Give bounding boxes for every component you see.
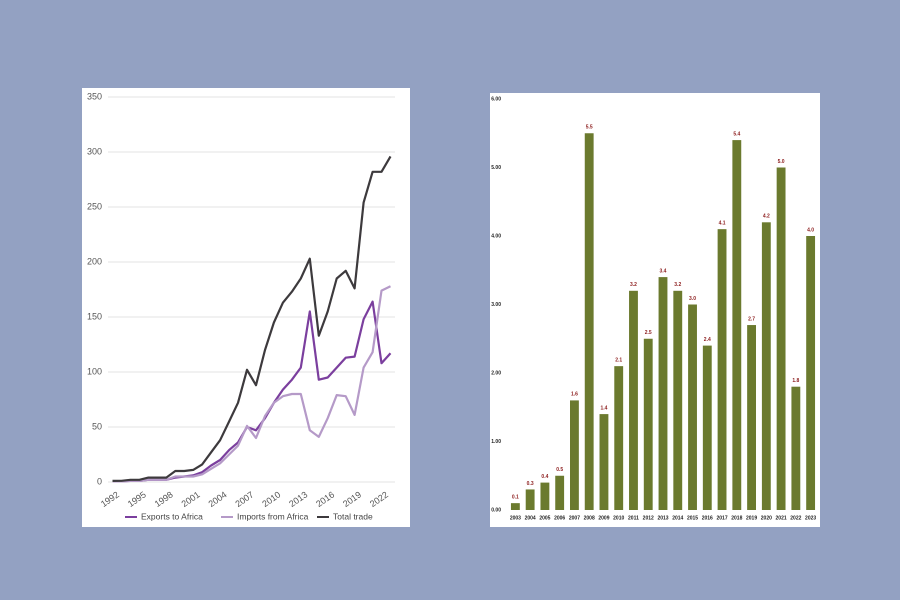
bar <box>776 167 786 510</box>
legend-label: Exports to Africa <box>141 511 203 521</box>
y-tick-label: 6.00 <box>491 96 501 102</box>
x-tick-label: 2016 <box>702 515 713 521</box>
bar <box>791 386 801 510</box>
bar <box>643 338 653 510</box>
value-label: 2.7 <box>748 316 755 322</box>
bar <box>629 290 638 510</box>
bar <box>510 503 520 510</box>
x-tick-label: 2018 <box>731 515 742 521</box>
value-label: 2.5 <box>645 330 652 336</box>
y-tick-label: 3.00 <box>491 302 501 308</box>
x-tick-label: 2022 <box>790 515 801 521</box>
value-label: 1.8 <box>792 378 799 384</box>
legend-label: Total trade <box>333 511 373 521</box>
y-tick-label: 200 <box>87 256 102 266</box>
bar <box>540 482 550 510</box>
value-label: 5.4 <box>733 131 740 137</box>
x-tick-label: 2007 <box>569 515 580 521</box>
x-tick-label: 2011 <box>628 515 639 521</box>
y-tick-label: 1.00 <box>491 439 501 445</box>
y-tick-label: 250 <box>87 201 102 211</box>
value-label: 5.5 <box>586 125 593 131</box>
value-label: 0.5 <box>556 467 563 473</box>
bar <box>747 325 756 510</box>
value-label: 4.2 <box>763 214 770 220</box>
value-label: 0.3 <box>527 481 534 487</box>
x-tick-label: 2003 <box>510 515 521 521</box>
y-tick-label: 0.00 <box>491 507 501 513</box>
value-label: 0.4 <box>541 474 548 480</box>
value-label: 1.4 <box>600 405 607 411</box>
x-tick-label: 2014 <box>672 515 683 521</box>
y-tick-label: 300 <box>87 146 102 156</box>
y-tick-label: 2.00 <box>491 370 501 376</box>
x-tick-label: 2020 <box>761 515 772 521</box>
legend-label: Imports from Africa <box>237 511 309 521</box>
bar <box>658 277 668 510</box>
bar <box>599 414 609 510</box>
series-line <box>112 155 392 482</box>
x-tick-label: 2010 <box>613 515 624 521</box>
bar <box>525 489 535 510</box>
y-tick-label: 150 <box>87 311 102 321</box>
bar <box>717 229 727 510</box>
bar <box>732 140 742 510</box>
bar <box>688 304 697 510</box>
value-label: 3.4 <box>660 268 667 274</box>
value-label: 2.4 <box>704 337 711 343</box>
left-panel <box>82 88 410 527</box>
y-tick-label: 5.00 <box>491 165 501 171</box>
y-tick-label: 50 <box>92 421 102 431</box>
y-tick-label: 350 <box>87 91 102 101</box>
value-label: 3.0 <box>689 296 696 302</box>
x-tick-label: 2006 <box>554 515 565 521</box>
bar <box>584 133 594 510</box>
value-label: 2.1 <box>615 357 622 363</box>
x-tick-label: 2013 <box>657 515 668 521</box>
x-tick-label: 2017 <box>716 515 727 521</box>
x-tick-label: 2019 <box>746 515 757 521</box>
bar <box>570 400 579 510</box>
value-label: 5.0 <box>778 159 785 165</box>
value-label: 3.2 <box>674 282 681 288</box>
bar <box>555 475 565 510</box>
x-tick-label: 2021 <box>776 515 787 521</box>
value-label: 3.2 <box>630 282 637 288</box>
value-label: 4.1 <box>719 220 726 226</box>
bar <box>614 366 624 510</box>
x-tick-label: 2012 <box>643 515 654 521</box>
x-tick-label: 2004 <box>525 515 536 521</box>
value-label: 0.1 <box>512 494 519 500</box>
bar <box>806 236 816 510</box>
series-line <box>112 285 391 483</box>
bar <box>702 345 712 510</box>
x-tick-label: 2005 <box>539 515 550 521</box>
y-tick-label: 0 <box>97 476 102 486</box>
x-tick-label: 2009 <box>598 515 609 521</box>
x-tick-label: 2008 <box>584 515 595 521</box>
value-label: 1.6 <box>571 392 578 398</box>
y-tick-label: 100 <box>87 366 102 376</box>
bar <box>761 222 771 511</box>
value-label: 4.0 <box>807 227 814 233</box>
y-tick-label: 4.00 <box>491 233 501 239</box>
bar <box>673 290 683 510</box>
x-tick-label: 2015 <box>687 515 698 521</box>
x-tick-label: 2023 <box>805 515 816 521</box>
